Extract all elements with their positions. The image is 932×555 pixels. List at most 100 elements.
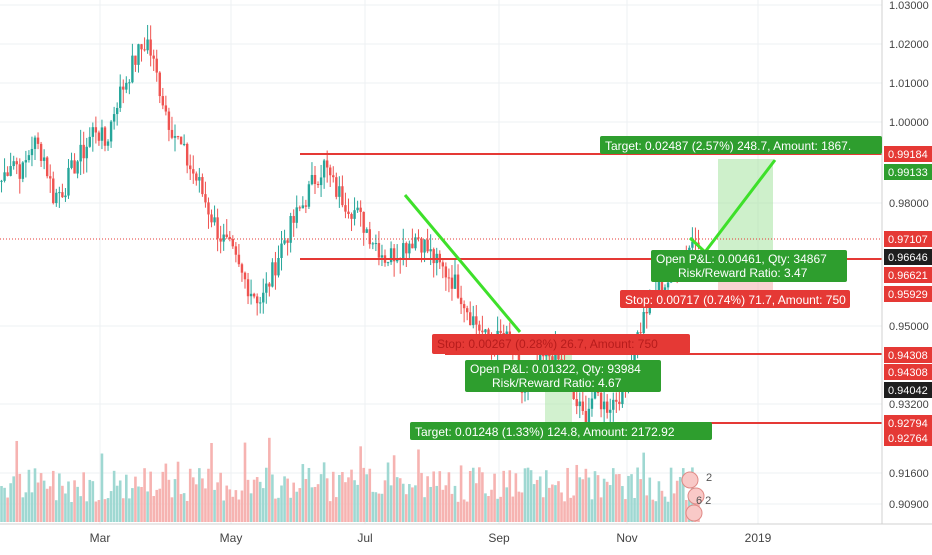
candle-body (79, 144, 82, 162)
volume-bar (70, 501, 73, 522)
candle-body (465, 308, 469, 313)
volume-bar (286, 478, 289, 522)
price-tag-bg (884, 146, 932, 162)
trend-line[interactable] (403, 194, 522, 333)
price-tag: 0.94042 (884, 382, 932, 398)
candle-body (213, 217, 216, 223)
volume-bar (587, 477, 591, 522)
time-axis[interactable]: Mar May Jul Sep Nov 2019 (90, 531, 772, 545)
price-tag-text: 0.94308 (888, 350, 928, 362)
candle-body (228, 236, 231, 239)
candle-body (167, 111, 171, 130)
candle-body (301, 205, 305, 209)
price-tag-text: 0.94042 (888, 385, 928, 397)
y-tick-label: 1.01000 (889, 78, 929, 90)
volume-bar (639, 479, 642, 522)
volume-bar (121, 498, 125, 522)
candle-body (97, 132, 101, 141)
volume-bar (109, 491, 113, 522)
candle-body (189, 165, 192, 170)
volume-bar (255, 477, 259, 522)
candle-body (52, 178, 55, 204)
candle-body (3, 172, 6, 181)
candle-body (61, 192, 64, 198)
candle-body (6, 172, 9, 176)
volume-bar (411, 487, 414, 522)
volume-bar (58, 473, 61, 522)
volume-bar (468, 470, 472, 522)
candle-body (36, 137, 40, 144)
event-markers[interactable]: 2 6 2 (681, 471, 712, 522)
volume-bar (204, 488, 207, 522)
candle-body (106, 141, 110, 146)
price-tag-bg (884, 286, 932, 302)
price-tag-text: 0.92794 (888, 418, 928, 430)
volume-bar (529, 470, 533, 522)
volume-bar (642, 452, 645, 522)
volume-bar (341, 472, 344, 522)
volume-bar (475, 483, 478, 522)
volume-bar (450, 493, 454, 522)
event-marker-icon[interactable] (685, 504, 703, 522)
volume-bar (249, 493, 253, 522)
volume-bar (158, 488, 162, 522)
volume-bar (277, 497, 280, 522)
volume-bar (24, 492, 28, 522)
volume-bar (453, 485, 457, 522)
volume-bar (39, 473, 43, 522)
volume-bar (12, 476, 15, 522)
short-position-tool[interactable]: Stop: 0.00267 (0.28%) 26.7, Amount: 750 … (410, 334, 712, 440)
event-marker-icon[interactable] (681, 471, 699, 489)
candle-body (125, 82, 128, 90)
candle-body (67, 167, 70, 196)
candle-body (691, 241, 694, 248)
event-marker-icon[interactable] (687, 487, 705, 505)
candle-body (15, 161, 18, 165)
volume-bar (578, 477, 582, 522)
candle-body (158, 72, 161, 97)
volume-bar (88, 479, 92, 522)
volume-bar (441, 489, 445, 522)
volume-bar (572, 495, 575, 522)
candle-body (176, 136, 180, 138)
candle-body (179, 136, 183, 145)
candle-body (231, 238, 235, 247)
volume-bar (3, 487, 6, 522)
volume-bar (532, 484, 536, 522)
volume-bar (97, 500, 101, 522)
candle-body (207, 202, 210, 215)
volume-bar (648, 477, 652, 522)
volume-bar (55, 500, 58, 522)
volume-bar (103, 499, 107, 522)
long-position-tool[interactable]: Target: 0.02487 (2.57%) 248.7, Amount: 1… (600, 136, 882, 308)
volume-bar (213, 489, 216, 522)
price-tag: 0.96646 (884, 249, 932, 265)
candle-body (265, 283, 268, 293)
volume-bar (417, 449, 420, 522)
volume-bar (307, 467, 311, 522)
volume-bar (106, 498, 110, 522)
candle-body (575, 399, 578, 407)
candle-body (338, 186, 341, 197)
volume-bar (335, 497, 338, 522)
volume-bar (481, 472, 484, 522)
volume-bar (672, 493, 676, 522)
volume-bar (386, 462, 390, 522)
candle-body (578, 401, 581, 407)
event-count-label: 6 2 (696, 495, 711, 507)
candle-body (350, 214, 353, 219)
price-tag: 0.97107 (884, 231, 932, 247)
candle-body (149, 39, 152, 56)
volume-bar (219, 472, 222, 522)
volume-bar (195, 484, 198, 522)
volume-bar (548, 487, 551, 522)
candle-body (170, 129, 174, 138)
price-tag-text: 0.97107 (888, 234, 928, 246)
long-stop-label: Stop: 0.00717 (0.74%) 71.7, Amount: 750 (625, 293, 846, 307)
volume-bar (414, 485, 417, 522)
volume-bar (508, 470, 512, 522)
price-axis[interactable]: 1.03000 1.02000 1.01000 1.00000 0.98000 … (889, 0, 929, 511)
candle-body (469, 312, 472, 326)
candle-body (103, 127, 107, 146)
